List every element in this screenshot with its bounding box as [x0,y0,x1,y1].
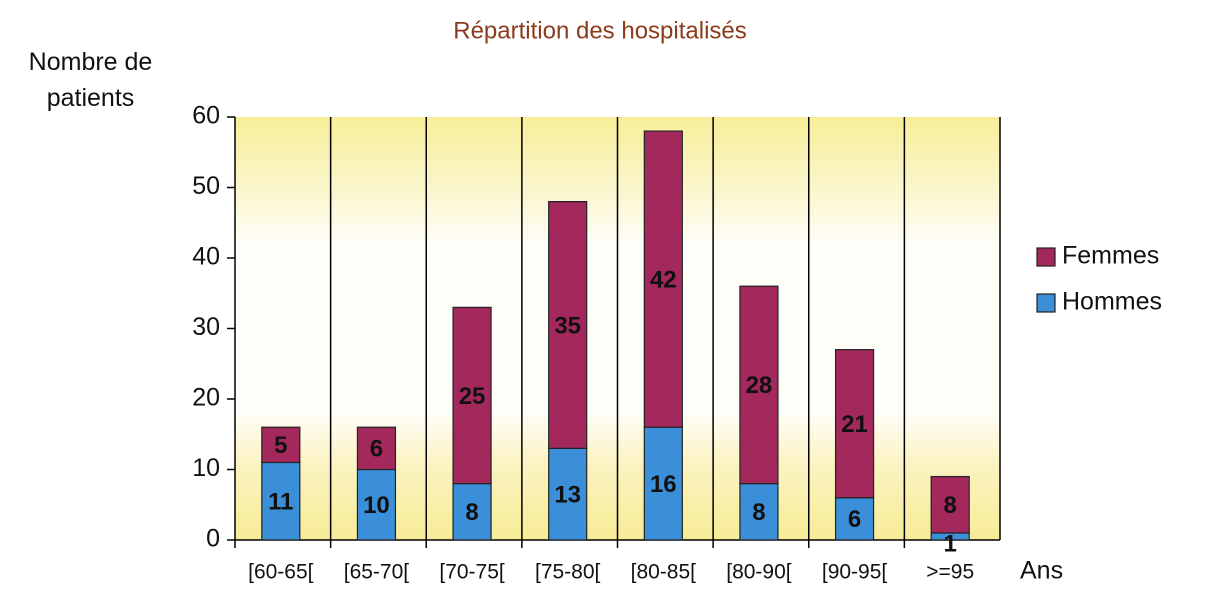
bar-segment [452,306,492,485]
y-tick-label: 0 [206,525,220,553]
data-label: 21 [841,411,868,438]
data-label: 6 [370,436,383,463]
x-tick-label: [60-65[ [248,561,314,584]
bar-segment [834,349,875,499]
bar-segment [643,130,683,428]
data-label: 16 [650,471,677,498]
data-label: 11 [268,489,293,516]
data-label: 1 [944,530,957,557]
data-label: 8 [465,499,478,526]
data-label: 35 [554,312,581,339]
legend-label: Hommes [1062,288,1162,316]
bar-segment [930,475,970,534]
y-tick-label: 60 [192,102,220,130]
y-tick-label: 50 [192,172,220,200]
data-label: 25 [459,383,486,410]
x-tick-label: [65-70[ [344,561,410,584]
x-tick-label: [70-75[ [439,561,505,584]
data-label: 10 [363,492,390,519]
x-tick-label: [80-85[ [631,561,697,584]
x-tick-label: >=95 [926,561,974,584]
legend-swatch [1036,293,1056,313]
data-label: 8 [944,492,957,519]
y-tick-label: 20 [192,384,220,412]
legend-swatch [1036,247,1056,267]
bar-segment [548,201,588,449]
x-tick-label: [90-95[ [822,561,888,584]
bar-segment [739,285,779,485]
bar-segment [356,426,397,471]
x-tick-label: [75-80[ [535,561,601,584]
bar-segment [739,483,779,541]
y-axis-label: Nombre de patients [28,48,153,112]
y-tick-label: 40 [192,243,220,271]
bar-segment [548,447,588,541]
data-label: 13 [554,482,581,509]
data-label: 6 [848,506,861,533]
data-label: 8 [752,499,765,526]
bar-segment [261,426,301,464]
y-tick-label: 30 [192,313,220,341]
data-label: 5 [274,432,287,459]
bar-segment [452,483,492,541]
legend-label: Femmes [1062,242,1159,270]
bar-segment [643,426,683,541]
bar-segment [356,468,397,541]
x-axis-label: Ans [1020,557,1063,585]
chart-title: Répartition des hospitalisés [453,17,747,44]
data-label: 28 [746,372,773,399]
x-tick-label: [80-90[ [726,561,792,584]
y-tick-label: 10 [192,454,220,482]
data-label: 42 [650,266,677,293]
bar-segment [834,497,875,541]
